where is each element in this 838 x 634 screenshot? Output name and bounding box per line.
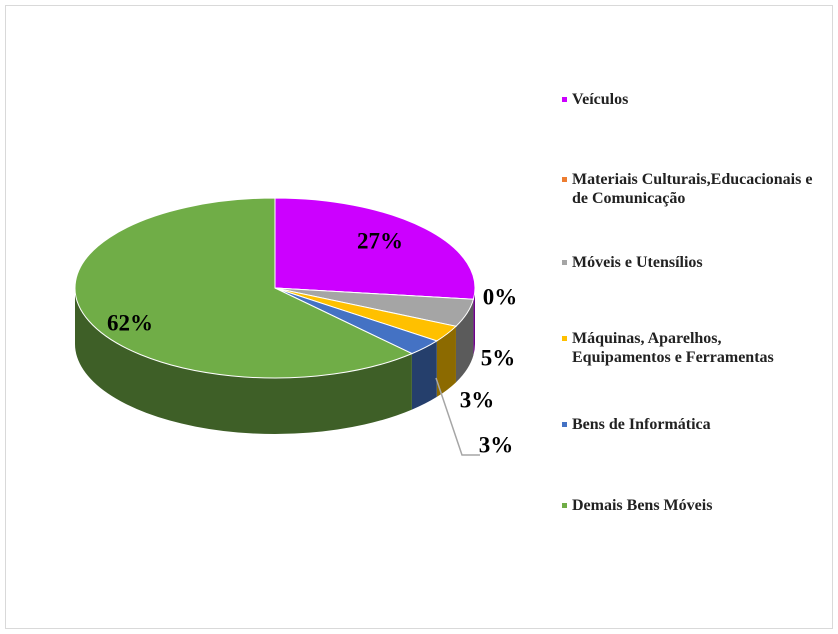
legend-swatch [562, 97, 567, 102]
leader-line [435, 377, 480, 456]
legend-label: Veículos [572, 91, 629, 108]
pie-slice [74, 197, 414, 379]
legend-label: Materiais Culturais,Educacionais e de Co… [572, 171, 813, 207]
legend-item: Bens de Informática [562, 415, 822, 434]
data-label: 5% [481, 345, 516, 370]
legend-swatch [562, 503, 567, 508]
data-label: 0% [483, 284, 518, 309]
data-label: 3% [460, 387, 495, 412]
pie-side [411, 340, 437, 410]
pie-side [473, 288, 475, 356]
data-label: 3% [479, 432, 514, 457]
legend-label: Máquinas, Aparelhos, Equipamentos e Ferr… [572, 330, 774, 366]
legend-swatch [562, 422, 567, 427]
legend-item: Máquinas, Aparelhos, Equipamentos e Ferr… [562, 329, 822, 367]
legend-item: Móveis e Utensílios [562, 253, 822, 272]
legend-swatch [562, 336, 567, 341]
pie-side [455, 299, 474, 383]
legend-item: Materiais Culturais,Educacionais e de Co… [562, 170, 822, 208]
pie-side [436, 326, 456, 397]
legend-label: Móveis e Utensílios [572, 254, 703, 271]
legend-item: Demais Bens Móveis [562, 496, 822, 515]
legend-swatch [562, 177, 567, 182]
pie-side [75, 288, 412, 435]
legend-label: Demais Bens Móveis [572, 497, 713, 514]
data-label: 27% [357, 228, 403, 253]
data-label: 62% [107, 310, 153, 335]
legend-swatch [562, 260, 567, 265]
pie-slice [274, 197, 476, 300]
legend-item: Veículos [562, 90, 822, 109]
legend-label: Bens de Informática [572, 416, 711, 433]
